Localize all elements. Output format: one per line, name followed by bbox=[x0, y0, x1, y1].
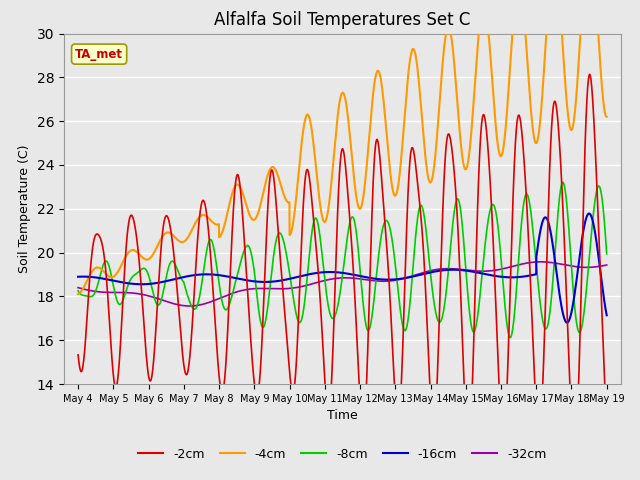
Text: TA_met: TA_met bbox=[75, 48, 123, 60]
Y-axis label: Soil Temperature (C): Soil Temperature (C) bbox=[18, 144, 31, 273]
Title: Alfalfa Soil Temperatures Set C: Alfalfa Soil Temperatures Set C bbox=[214, 11, 470, 29]
Legend: -2cm, -4cm, -8cm, -16cm, -32cm: -2cm, -4cm, -8cm, -16cm, -32cm bbox=[133, 443, 552, 466]
X-axis label: Time: Time bbox=[327, 409, 358, 422]
